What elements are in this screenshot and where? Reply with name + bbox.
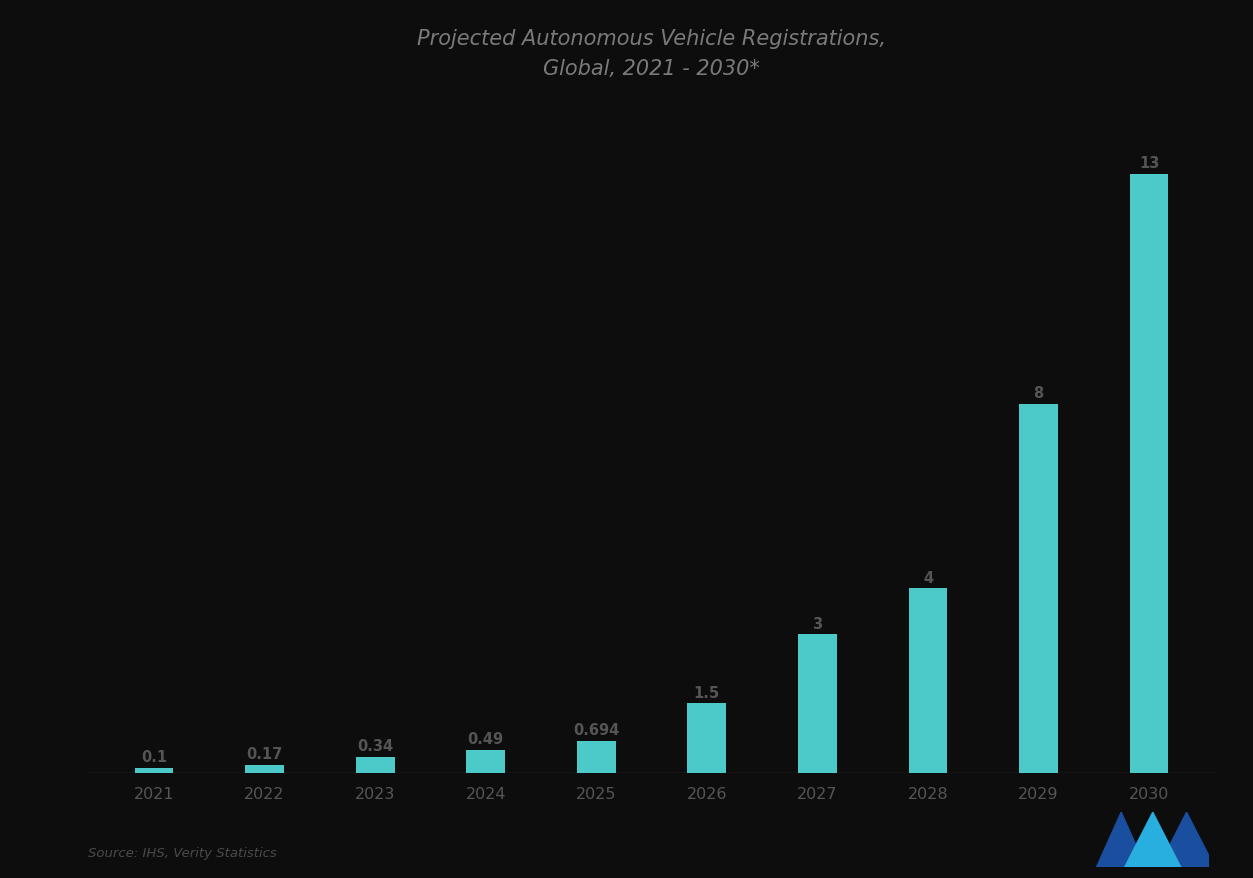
Bar	[246, 765, 284, 773]
Polygon shape	[1096, 812, 1146, 867]
Text: 13: 13	[1139, 155, 1159, 170]
Text: 0.1: 0.1	[142, 750, 167, 765]
Bar	[908, 588, 947, 773]
Bar	[356, 757, 395, 773]
Text: 0.49: 0.49	[467, 731, 504, 746]
Text: 8: 8	[1034, 385, 1044, 400]
Text: Source: IHS, Verity Statistics: Source: IHS, Verity Statistics	[88, 846, 277, 859]
Text: 1.5: 1.5	[694, 685, 720, 700]
Bar	[1019, 405, 1058, 773]
Bar	[688, 703, 727, 773]
Text: 4: 4	[923, 570, 933, 585]
Text: 3: 3	[812, 616, 822, 631]
Text: 0.17: 0.17	[247, 746, 283, 761]
Text: 0.694: 0.694	[573, 722, 619, 737]
Text: 0.34: 0.34	[357, 738, 393, 753]
Bar	[576, 741, 615, 773]
Bar	[466, 750, 505, 773]
Bar	[798, 635, 837, 773]
Polygon shape	[1159, 812, 1215, 867]
Title: Projected Autonomous Vehicle Registrations,
Global, 2021 - 2030*: Projected Autonomous Vehicle Registratio…	[417, 29, 886, 79]
Bar	[135, 768, 173, 773]
Polygon shape	[1125, 812, 1182, 867]
Bar	[1130, 175, 1168, 773]
